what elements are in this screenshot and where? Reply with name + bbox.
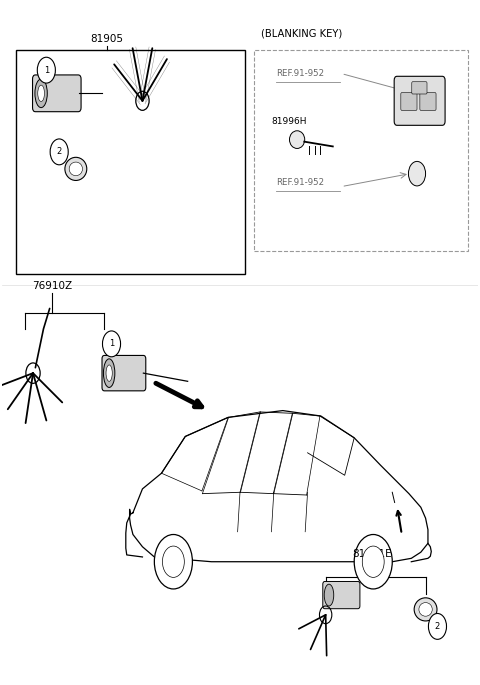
Circle shape [155,534,192,589]
FancyBboxPatch shape [323,582,360,609]
Bar [16,50,245,275]
Text: 81905: 81905 [90,34,123,44]
Circle shape [354,534,392,589]
Circle shape [408,162,426,186]
Bar [254,50,468,251]
Circle shape [103,331,120,357]
Text: 2: 2 [435,622,440,631]
Circle shape [50,139,68,165]
Text: REF.91-952: REF.91-952 [276,69,324,78]
FancyBboxPatch shape [412,82,427,94]
Ellipse shape [103,359,115,388]
FancyBboxPatch shape [33,75,81,112]
Ellipse shape [106,365,112,382]
Text: 2: 2 [57,147,62,156]
Ellipse shape [35,79,48,108]
Text: 76910Z: 76910Z [32,281,72,290]
Text: (BLANKING KEY): (BLANKING KEY) [262,29,343,39]
Circle shape [162,546,184,577]
Circle shape [429,614,446,639]
Text: 81521E: 81521E [352,549,392,559]
Ellipse shape [324,584,334,606]
Text: 81996H: 81996H [271,116,306,126]
Text: REF.91-952: REF.91-952 [276,178,324,187]
FancyBboxPatch shape [401,92,417,110]
FancyBboxPatch shape [420,92,436,110]
Circle shape [362,546,384,577]
FancyBboxPatch shape [394,76,445,125]
Circle shape [37,58,55,83]
Text: 1: 1 [44,66,49,75]
Ellipse shape [414,598,437,621]
Ellipse shape [65,158,87,180]
FancyBboxPatch shape [102,356,146,391]
Text: 1: 1 [109,339,114,349]
Ellipse shape [69,162,83,175]
Ellipse shape [419,603,432,616]
Ellipse shape [289,131,305,149]
Ellipse shape [38,85,45,101]
